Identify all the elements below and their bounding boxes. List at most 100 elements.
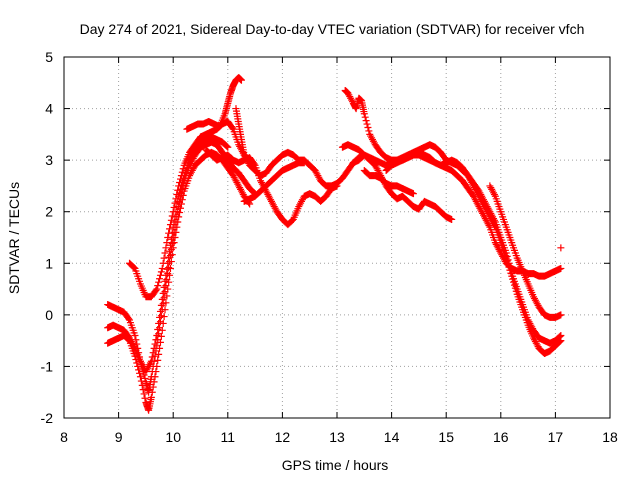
plus-marker — [448, 215, 456, 223]
plus-marker — [153, 331, 161, 339]
y-tick-label: 1 — [45, 255, 53, 271]
series-arc-10 — [341, 87, 565, 347]
x-tick-label: 10 — [165, 429, 181, 445]
plus-marker — [166, 221, 174, 229]
x-tick-label: 16 — [493, 429, 509, 445]
x-tick-label: 17 — [548, 429, 564, 445]
plus-marker — [140, 390, 148, 398]
plus-marker — [149, 383, 157, 391]
plus-marker — [178, 168, 186, 176]
plus-marker — [147, 393, 155, 401]
plus-marker — [159, 289, 167, 297]
plus-marker — [151, 373, 159, 381]
plus-marker — [510, 281, 518, 289]
plus-marker — [172, 228, 180, 236]
plus-marker — [409, 190, 417, 198]
plus-marker — [136, 373, 144, 381]
plus-marker — [171, 199, 179, 207]
plus-marker — [141, 374, 149, 382]
plus-marker — [163, 292, 171, 300]
plus-marker — [135, 366, 143, 374]
plus-marker — [170, 203, 178, 211]
x-tick-label: 14 — [384, 429, 400, 445]
plus-marker — [153, 285, 161, 293]
plus-marker — [163, 265, 171, 273]
plus-marker — [164, 285, 172, 293]
plus-marker — [172, 195, 180, 203]
plus-marker — [158, 295, 166, 303]
plus-marker — [333, 182, 341, 190]
plus-marker — [141, 394, 149, 402]
plus-marker — [163, 239, 171, 247]
plus-marker — [557, 311, 565, 319]
series-arc-15 — [557, 244, 565, 252]
plus-marker — [131, 331, 139, 339]
plus-marker — [179, 191, 187, 199]
y-tick-label: 5 — [45, 49, 53, 65]
plus-marker — [169, 208, 177, 216]
plus-marker — [160, 254, 168, 262]
plus-marker — [153, 362, 161, 370]
plus-marker — [361, 113, 369, 121]
plus-marker — [557, 264, 565, 272]
plus-marker — [154, 325, 162, 333]
plus-marker — [155, 350, 163, 358]
plus-marker — [556, 338, 564, 346]
plus-marker — [160, 313, 168, 321]
plus-marker — [224, 143, 232, 151]
plus-marker — [300, 159, 308, 167]
series-arc-8 — [240, 159, 308, 205]
plus-marker — [485, 221, 493, 229]
plus-marker — [149, 349, 157, 357]
plus-marker — [167, 258, 175, 266]
x-tick-label: 11 — [221, 429, 236, 445]
y-tick-label: 3 — [45, 152, 53, 168]
plus-marker — [162, 244, 170, 252]
plus-marker — [155, 278, 163, 286]
plus-marker — [365, 127, 373, 135]
plus-marker — [150, 344, 158, 352]
plus-marker — [167, 216, 175, 224]
plus-marker — [509, 275, 517, 283]
plus-marker — [152, 286, 160, 294]
plus-marker — [167, 246, 175, 254]
plus-marker — [490, 191, 498, 199]
plus-marker — [175, 182, 183, 190]
plus-marker — [157, 332, 165, 340]
plus-marker — [160, 283, 168, 291]
plus-marker — [158, 326, 166, 334]
plus-marker — [150, 378, 158, 386]
plus-marker — [158, 264, 166, 272]
plus-marker — [250, 160, 258, 168]
plus-marker — [157, 268, 165, 276]
plus-marker — [157, 301, 165, 309]
plus-marker — [362, 117, 370, 125]
plus-marker — [156, 271, 164, 279]
plus-marker — [179, 165, 187, 173]
plus-marker — [176, 178, 184, 186]
plus-marker — [168, 212, 176, 220]
plus-marker — [152, 368, 160, 376]
plus-marker — [165, 278, 173, 286]
plus-marker — [166, 247, 174, 255]
x-axis-label: GPS time / hours — [282, 457, 389, 473]
plus-marker — [159, 259, 167, 267]
plus-marker — [156, 307, 164, 315]
plus-marker — [177, 200, 185, 208]
plus-marker — [176, 175, 184, 183]
plus-marker — [148, 388, 156, 396]
plus-marker — [165, 229, 173, 237]
series-arc-4 — [126, 117, 254, 301]
plus-marker — [512, 287, 520, 295]
plus-marker — [228, 124, 236, 132]
plus-marker — [557, 337, 565, 345]
series-arc-12 — [360, 166, 417, 198]
plus-marker — [154, 356, 162, 364]
plus-marker — [557, 244, 565, 252]
plus-marker — [154, 282, 162, 290]
plus-marker — [176, 204, 184, 212]
plus-marker — [178, 196, 186, 204]
plus-marker — [176, 209, 184, 217]
y-axis-label: SDTVAR / TECUs — [6, 182, 22, 294]
grid — [64, 57, 610, 418]
